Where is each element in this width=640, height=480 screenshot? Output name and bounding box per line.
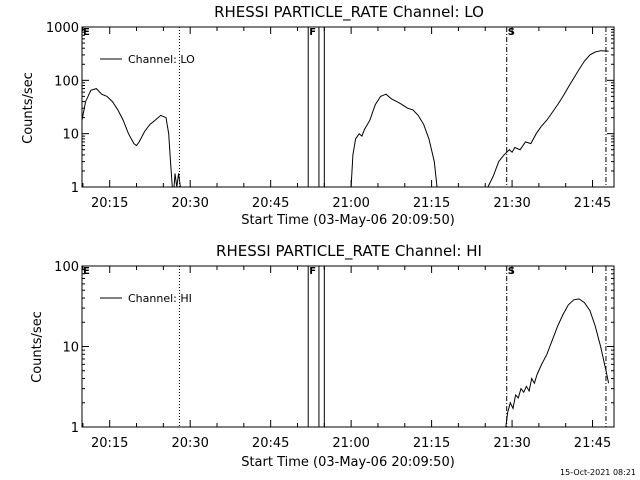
series-line [505, 298, 610, 428]
x-axis-lo: 20:15 20:30 20:45 21:00 21:15 21:30 21:45 [82, 27, 611, 211]
x-tick-label: 21:45 [574, 436, 611, 451]
x-axis-hi: 20:15 20:30 20:45 21:00 21:15 21:30 21:45 [82, 266, 611, 451]
plot-frame-lo [81, 26, 615, 188]
y-tick-label: 10 [62, 128, 79, 143]
y-tick-label: 100 [54, 260, 79, 275]
y-axis-label-lo: Counts/sec [21, 72, 36, 144]
series-lo [81, 50, 609, 188]
series-line [350, 93, 438, 188]
series-line [81, 88, 173, 188]
event-label-s: S [508, 266, 515, 277]
chart-title-hi: RHESSI PARTICLE_RATE Channel: HI [216, 242, 482, 261]
x-tick-label: 21:15 [413, 436, 450, 451]
x-tick-label: 20:15 [91, 196, 128, 211]
chart-title-lo: RHESSI PARTICLE_RATE Channel: LO [214, 3, 484, 22]
x-axis-label-hi: Start Time (03-May-06 20:09:50) [241, 455, 455, 470]
y-tick-label: 1 [71, 421, 79, 436]
x-axis-label-lo: Start Time (03-May-06 20:09:50) [241, 213, 455, 228]
legend-label-lo: Channel: LO [128, 53, 195, 66]
x-tick-label: 21:30 [493, 196, 530, 211]
x-tick-label: 20:30 [171, 196, 208, 211]
y-tick-label: 1 [71, 181, 79, 196]
y-tick-label: 10 [62, 341, 79, 356]
series-hi [505, 298, 610, 428]
y-axis-label-hi: Counts/sec [30, 311, 45, 383]
timestamp: 15-Oct-2021 08:21 [560, 468, 636, 477]
x-tick-label: 21:00 [332, 196, 369, 211]
x-tick-label: 20:45 [252, 196, 289, 211]
x-tick-label: 20:30 [171, 436, 208, 451]
x-tick-label: 20:15 [91, 436, 128, 451]
event-label-e: E [83, 266, 90, 277]
legend-label-hi: Channel: HI [128, 292, 192, 305]
x-tick-label: 21:45 [574, 196, 611, 211]
y-tick-label: 1000 [46, 21, 79, 36]
series-line [173, 173, 181, 188]
event-label-f: F [309, 27, 316, 38]
x-tick-label: 20:45 [252, 436, 289, 451]
panel-hi: RHESSI PARTICLE_RATE Channel: HI E F S 1 10… [30, 242, 615, 470]
event-label-f: F [309, 266, 316, 277]
y-axis-hi: 1 10 100 [54, 260, 614, 436]
plot-frame-hi [81, 265, 615, 428]
event-label-e: E [83, 27, 90, 38]
series-line [487, 50, 609, 188]
panel-lo: RHESSI PARTICLE_RATE Channel: LO E F S 1 10… [21, 3, 615, 228]
x-tick-label: 21:30 [493, 436, 530, 451]
x-tick-label: 21:15 [413, 196, 450, 211]
y-axis-lo: 1 10 100 1000 [46, 21, 614, 196]
event-label-s: S [508, 27, 515, 38]
x-tick-label: 21:00 [332, 436, 369, 451]
y-tick-label: 100 [54, 74, 79, 89]
